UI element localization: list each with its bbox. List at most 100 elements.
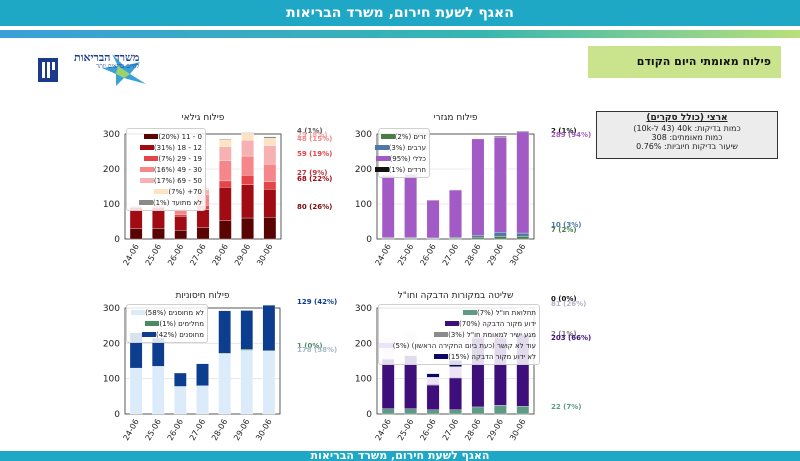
y-tick-label: 200 (103, 339, 120, 349)
legend-sector: זרים (2%) ערבים (3%) כללי (95%) חרדים (1%) (374, 128, 430, 178)
summary-title: ארצי (כולל סקרים) (646, 113, 728, 123)
ministry-logo-text: משרד הבריאות לחיים בריאים יותר (74, 52, 139, 70)
x-tick-label: 25-06 (144, 243, 163, 268)
x-tick-label: 24-06 (121, 243, 140, 268)
x-tick-label: 27-06 (188, 418, 207, 443)
x-tick-label: 28-06 (211, 243, 230, 268)
side-label-sector: 289 (94%) (551, 130, 592, 139)
bar-segment-sector-6-1 (516, 232, 530, 237)
ministry-logo-tagline: לחיים בריאים יותר (96, 63, 140, 70)
side-label-age: 48 (15%) (297, 135, 333, 144)
x-tick-label: 26-06 (166, 243, 185, 268)
bar-segment-source-6-0 (516, 406, 530, 415)
x-tick-label: 26-06 (166, 418, 185, 443)
side-label-age: 68 (22%) (297, 175, 333, 184)
header-title: האגף לשעת חירום, משרד הבריאות (286, 5, 514, 21)
section-title: פילוח מאומתי היום הקודם (588, 46, 781, 78)
legend-entry: מחוסנים (42%) (130, 329, 204, 340)
bar-segment-age-4-0 (219, 220, 232, 240)
chart-vaccination: 0 100 200 300 24-06 25-06 26-06 27-06 28-06 29-06… (103, 304, 281, 443)
side-label-source: 2 (1%) (551, 329, 577, 338)
x-tick-label: 28-06 (463, 243, 482, 268)
bar-segment-age-4-5 (219, 139, 232, 147)
legend-label: 12 - 18 (31%) (153, 143, 202, 152)
side-label-age: 4 (1%) (297, 127, 323, 136)
x-tick-label: 30-06 (254, 418, 273, 443)
legend-swatch (138, 200, 153, 205)
bar-segment-age-3-0 (196, 227, 210, 240)
legend-swatch (141, 332, 156, 337)
footer-title: האגף לשעת חירום, משרד הבריאות (310, 451, 490, 461)
y-tick-label: 200 (103, 165, 120, 175)
legend-entry: 19 - 29 (7%) (130, 153, 202, 164)
legend-entry: עוד לא קושר (כעת ביום החקירה הראשון) (5%… (378, 340, 536, 351)
legend-swatch (445, 321, 460, 326)
summary-tests: כמות בדיקות: 40k (43 ל-10k) (633, 124, 741, 133)
legend-entry: תחלואת חו"ל (7%) (382, 307, 536, 318)
legend-label: 30 - 49 (16%) (153, 165, 202, 174)
x-tick-label: 25-06 (396, 243, 415, 268)
legend-entry: כללי (95%) (375, 153, 426, 164)
side-label-age: 25 (8%) (297, 131, 328, 140)
legend-label: עוד לא קושר (כעת ביום החקירה הראשון) (5%… (392, 341, 536, 350)
bar-segment-age-4-1 (219, 187, 232, 221)
bar-segment-age-4-2 (219, 180, 232, 188)
y-tick-label: 300 (103, 130, 120, 140)
bar-segment-source-1-0 (404, 408, 417, 415)
x-tick-label: 26-06 (418, 243, 437, 268)
legend-swatch (462, 310, 477, 315)
bar-segment-sector-2-2 (426, 200, 440, 239)
legend-entry: 30 - 49 (16%) (130, 164, 202, 175)
x-tick-label: 28-06 (210, 418, 229, 443)
legend-source: תחלואת חו"ל (7%) ידוע מקור הדבקה (70%) מגע… (378, 304, 540, 365)
bar-segment-age-3-1 (196, 209, 210, 228)
y-tick-label: 100 (355, 200, 372, 210)
bar-segment-vaccination-3-2 (196, 363, 209, 386)
bar-segment-sector-5-0 (494, 236, 507, 240)
bar-segment-age-4-4 (219, 146, 232, 161)
bar-segment-age-6-4 (263, 145, 277, 165)
x-tick-label: 25-06 (396, 418, 415, 443)
summary-confirmed: כמות מאומתים: 308 (651, 133, 723, 142)
bar-segment-vaccination-0-0 (129, 367, 143, 415)
bar-segment-age-5-0 (241, 217, 254, 240)
legend-entry: לא מחוסנים (58%) (130, 307, 204, 318)
legend-entry: ידוע מקור הדבקה (70%) (382, 318, 536, 329)
x-tick-label: 28-06 (463, 418, 482, 443)
bar-segment-vaccination-5-1 (240, 349, 254, 351)
y-tick-label: 0 (366, 235, 372, 245)
bar-segment-vaccination-5-0 (240, 350, 254, 415)
bar-segment-age-5-5 (241, 133, 254, 141)
y-tick-label: 0 (366, 410, 372, 420)
legend-label: לא מתועד (1%) (152, 198, 202, 207)
x-tick-label: 24-06 (121, 418, 140, 443)
y-tick-label: 300 (355, 130, 372, 140)
legend-label: מחוסנים (42%) (155, 330, 204, 339)
bar-segment-vaccination-4-0 (218, 353, 231, 415)
side-label-sector: 7 (2%) (551, 226, 577, 235)
legend-swatch (375, 156, 390, 161)
bar-segment-sector-6-2 (516, 131, 530, 234)
legend-swatch (139, 178, 154, 183)
bar-segment-sector-5-3 (494, 136, 507, 138)
bar-segment-source-2-3 (426, 377, 440, 385)
side-label-sector: 10 (3%) (551, 221, 582, 230)
legend-swatch (434, 354, 449, 359)
legend-entry: לא ידוע מקור הדבקה (15%) (382, 351, 536, 362)
bar-segment-age-6-1 (263, 189, 277, 218)
header-banner: האגף לשעת חירום, משרד הבריאות (0, 0, 800, 26)
x-tick-label: 24-06 (374, 243, 393, 268)
legend-label: לא מחוסנים (58%) (145, 308, 204, 317)
legend-label: זרים (2%) (394, 132, 426, 141)
legend-label: תחלואת חו"ל (7%) (476, 308, 536, 317)
x-tick-label: 25-06 (144, 418, 163, 443)
x-tick-label: 30-06 (255, 243, 274, 268)
bar-segment-source-2-4 (426, 373, 440, 378)
bar-segment-sector-5-2 (494, 137, 507, 233)
legend-entry: זרים (2%) (380, 131, 426, 142)
bar-segment-vaccination-2-0 (174, 386, 187, 415)
legend-swatch (374, 145, 389, 150)
bar-segment-age-4-6 (219, 138, 232, 140)
y-tick-label: 300 (103, 304, 120, 314)
side-label-vaccination: 178 (58%) (297, 346, 338, 355)
